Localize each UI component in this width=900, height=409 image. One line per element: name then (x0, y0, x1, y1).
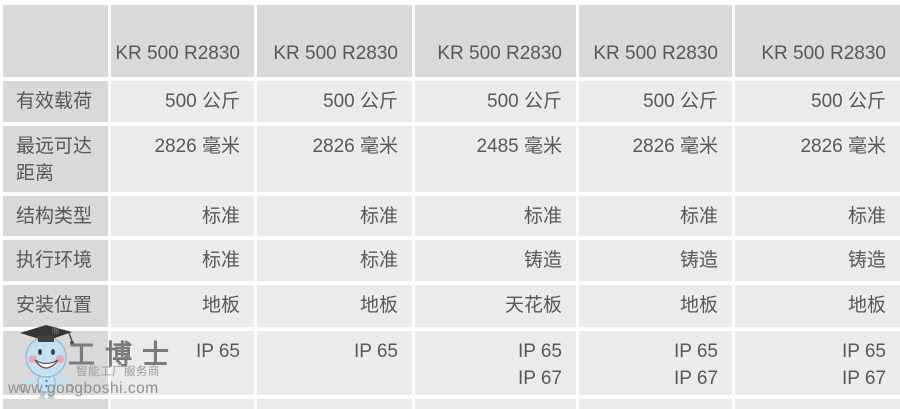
spec-cell: 标准 (735, 196, 900, 236)
spec-cell-partial (257, 399, 412, 409)
row-label-environment: 执行环境 (3, 240, 108, 281)
model-name: KR 500 R2830 (273, 43, 398, 64)
spec-cell: 500 公斤 (257, 81, 412, 122)
spec-cell-partial (579, 399, 732, 409)
spec-cell: 地板 (735, 285, 900, 327)
row-label-max-reach: 最远可达 距离 (3, 126, 108, 192)
column-header-kr500-r2830-mt: KR 500 R2830 MT (257, 5, 412, 77)
spec-cell: IP 65 (257, 331, 412, 395)
spec-cell: 标准 (111, 196, 254, 236)
column-header-blank (3, 5, 108, 77)
column-header-kr500-r2830: KR 500 R2830 (111, 5, 254, 77)
spec-table: KR 500 R2830 KR 500 R2830 MT KR 500 R283… (3, 5, 900, 409)
model-name: KR 500 R2830 (593, 43, 718, 64)
spec-cell: 2826 毫米 (257, 126, 412, 192)
row-label-partial (3, 399, 108, 409)
model-name: KR 500 R2830 (115, 43, 240, 64)
spec-cell: 铸造 (735, 240, 900, 281)
spec-cell: 标准 (257, 196, 412, 236)
spec-cell: 地板 (111, 285, 254, 327)
spec-cell: 铸造 (415, 240, 576, 281)
watermark: ® 工博士 智能工厂服务商 www.gongboshi.com (0, 318, 260, 409)
column-header-kr500-r2830-cf: KR 500 R2830 C-F (415, 5, 576, 77)
watermark-url: www.gongboshi.com (8, 380, 159, 397)
spec-cell: 铸造 (579, 240, 732, 281)
spec-cell: 地板 (257, 285, 412, 327)
model-name: KR 500 R2830 (437, 43, 562, 64)
spec-cell: 2826 毫米 (579, 126, 732, 192)
spec-cell-partial (111, 399, 254, 409)
spec-cell: 地板 (579, 285, 732, 327)
spec-cell: 2826 毫米 (735, 126, 900, 192)
row-label-mounting-position: 安装位置 (3, 285, 108, 327)
column-header-kr500-r2830-f: KR 500 R2830 F (579, 5, 732, 77)
watermark-brand-text: 工博士 (68, 340, 179, 370)
spec-cell-partial (735, 399, 900, 409)
column-header-kr500-r2830-mtf: KR 500 R2830 MT-F (735, 5, 900, 77)
spec-cell: 500 公斤 (579, 81, 732, 122)
spec-cell: 2485 毫米 (415, 126, 576, 192)
spec-cell: IP 65 IP 67 (415, 331, 576, 395)
spec-cell: 天花板 (415, 285, 576, 327)
registered-trademark-icon: ® (52, 326, 60, 337)
spec-cell: 500 公斤 (415, 81, 576, 122)
row-label-structure-type: 结构类型 (3, 196, 108, 236)
spec-cell: 标准 (111, 240, 254, 281)
spec-cell: 500 公斤 (111, 81, 254, 122)
spec-cell: 标准 (415, 196, 576, 236)
spec-cell: IP 65 IP 67 (735, 331, 900, 395)
watermark-tagline: 智能工厂服务商 (76, 366, 160, 378)
spec-cell: 标准 (579, 196, 732, 236)
mascot-robot-icon (19, 325, 74, 399)
spec-cell: 2826 毫米 (111, 126, 254, 192)
row-label-payload: 有效载荷 (3, 81, 108, 122)
model-name: KR 500 R2830 (761, 43, 886, 64)
spec-cell: IP 65 IP 67 (579, 331, 732, 395)
spec-cell: 500 公斤 (735, 81, 900, 122)
spec-cell: 标准 (257, 240, 412, 281)
spec-cell-partial (415, 399, 576, 409)
spec-cell: IP 65 (111, 331, 254, 395)
